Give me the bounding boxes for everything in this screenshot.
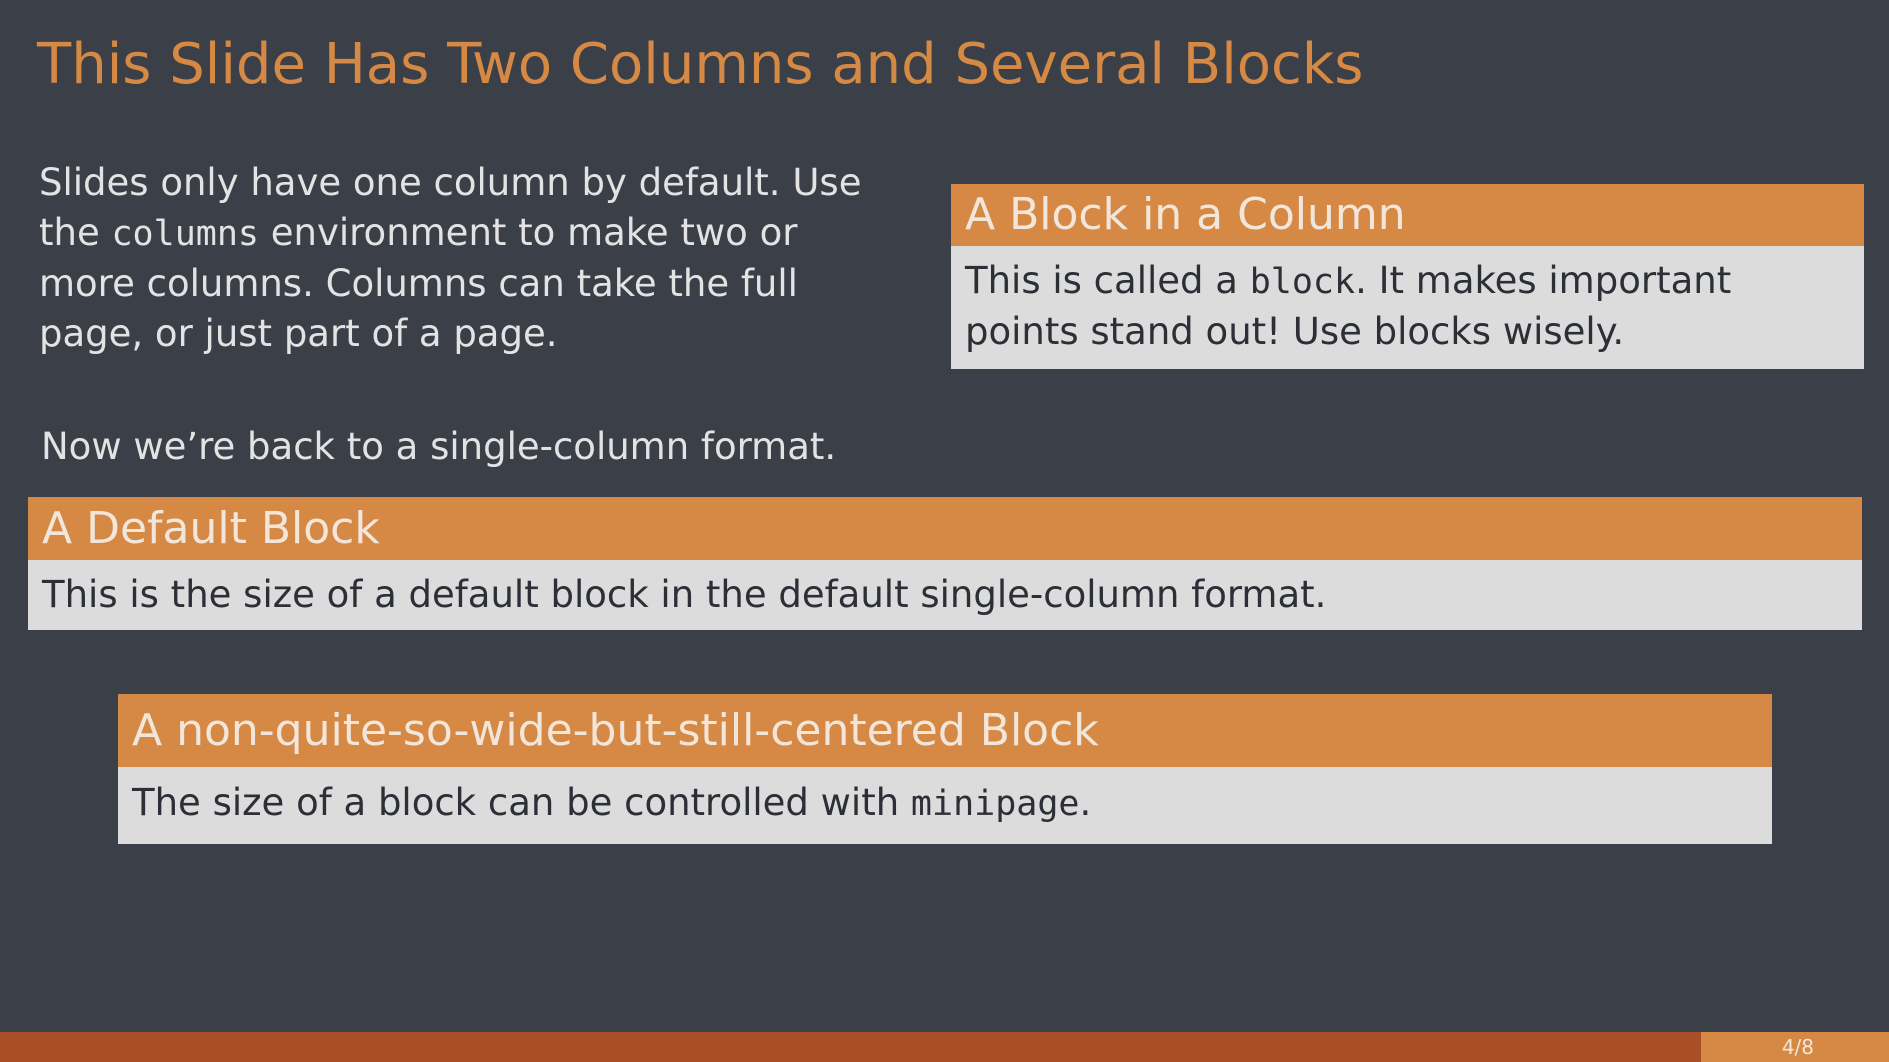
column-block-text-1: This is called a <box>965 259 1250 302</box>
single-column-text: Now we’re back to a single-column format… <box>41 425 837 468</box>
default-block-body: This is the size of a default block in t… <box>28 560 1862 630</box>
column-block-title: A Block in a Column <box>951 184 1864 246</box>
narrow-block-text-2: . <box>1079 781 1092 824</box>
narrow-block-title: A non-quite-so-wide-but-still-centered B… <box>118 694 1772 767</box>
page-number: 4/8 <box>1701 1032 1889 1062</box>
narrow-block-body: The size of a block can be controlled wi… <box>118 767 1772 844</box>
left-column-text-2: environment to make two or more columns.… <box>39 211 798 355</box>
column-block-text-2: . It makes important points stand out! U… <box>965 259 1732 353</box>
left-column-paragraph: Slides only have one column by default. … <box>39 158 899 359</box>
columns-code: columns <box>111 214 259 254</box>
left-column-text-1: Slides only have one column by default. … <box>39 161 862 254</box>
narrow-block: A non-quite-so-wide-but-still-centered B… <box>118 694 1772 844</box>
minipage-code: minipage <box>910 784 1080 824</box>
left-column: Slides only have one column by default. … <box>39 158 899 359</box>
column-block: A Block in a Column This is called a blo… <box>951 184 1864 369</box>
slide-title: This Slide Has Two Columns and Several B… <box>37 32 1364 97</box>
block-code: block <box>1249 262 1356 302</box>
footer-bar: 4/8 <box>0 1032 1889 1062</box>
column-block-body: This is called a block. It makes importa… <box>951 246 1864 369</box>
default-block-title: A Default Block <box>28 497 1862 560</box>
default-block: A Default Block This is the size of a de… <box>28 497 1862 630</box>
narrow-block-text-1: The size of a block can be controlled wi… <box>132 781 911 824</box>
